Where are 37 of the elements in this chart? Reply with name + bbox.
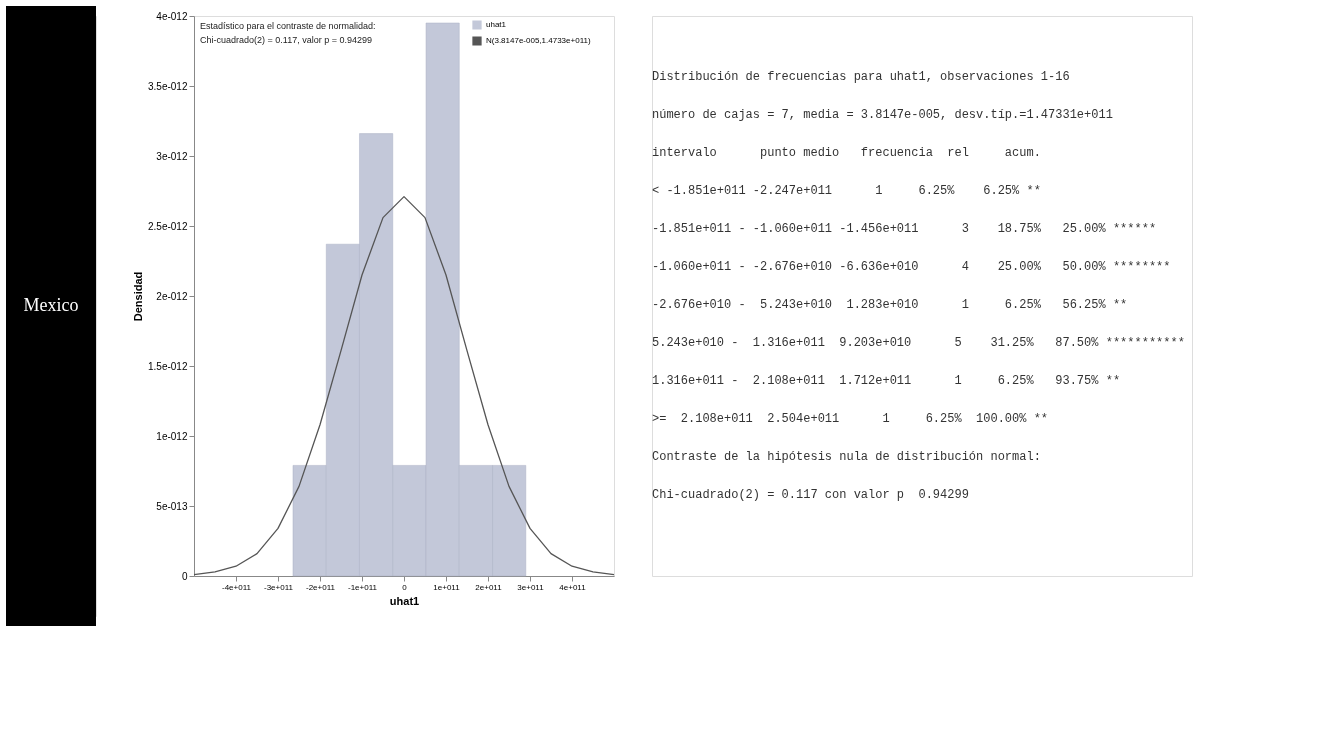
y-tick-label: 0 [181,570,188,582]
x-tick-label: -1e+011 [348,582,378,592]
text: número de cajas = 7, media = 3.8147e-005, desv.típ.=1.47331e+011 [652,108,1113,122]
y-tick-label: 2e-012 [156,290,188,302]
y-tick-label: 3e-012 [156,150,188,162]
x-axis-title: uhat1 [389,594,420,607]
text: Contraste de la hipótesis nula de distribución normal: [652,450,1041,464]
x-tick-label: 4e+011 [559,582,587,592]
x-tick-label: 0 [402,582,408,592]
text: Mexico [23,295,79,315]
annotation: Chi-cuadrado(2) = 0.117, valor p = 0.94299 [200,35,372,45]
text: >= 2.108e+011 2.504e+011 1 6.25% 100.00% ** [652,412,1049,426]
x-tick-label: 2e+011 [475,582,503,592]
y-axis-title: Densidad [132,271,145,322]
x-tick-label: 3e+011 [517,582,545,592]
y-tick-label: 3.5e-012 [148,80,188,92]
text: < -1.851e+011 -2.247e+011 1 6.25% 6.25% ** [652,184,1041,198]
y-tick-label: 1.5e-012 [148,360,188,372]
text: -2.676e+010 - 5.243e+010 1.283e+010 1 6.25% 56.25% ** [652,298,1128,312]
text: -1.060e+011 - -2.676e+010 -6.636e+010 4 25.00% 50.00% ******** [652,260,1171,274]
x-tick-label: -2e+011 [306,582,336,592]
y-tick-label: 4e-012 [156,10,188,22]
legend-label: N(3.8147e-005,1.4733e+011) [486,36,591,45]
x-tick-label: -4e+011 [222,582,252,592]
y-tick-label: 2.5e-012 [148,220,188,232]
text: -1.851e+011 - -1.060e+011 -1.456e+011 3 18.75% 25.00% ****** [652,222,1157,236]
text: 1.316e+011 - 2.108e+011 1.712e+011 1 6.25% 93.75% ** [652,374,1121,388]
x-tick-label: -3e+011 [264,582,294,592]
text: Distribución de frecuencias para uhat1, observaciones 1-16 [652,70,1070,84]
y-tick-label: 1e-012 [156,430,188,442]
annotation: Estadístico para el contraste de normalidad: [200,21,376,31]
legend-label: uhat1 [486,20,507,29]
text: 5.243e+010 - 1.316e+011 9.203e+010 5 31.25% 87.50% *********** [652,336,1185,350]
text: Chi-cuadrado(2) = 0.117 con valor p 0.94299 [652,488,969,502]
text: intervalo punto medio frecuencia rel acum. [652,146,1041,160]
x-tick-label: 1e+011 [433,582,461,592]
y-tick-label: 5e-013 [156,500,188,512]
